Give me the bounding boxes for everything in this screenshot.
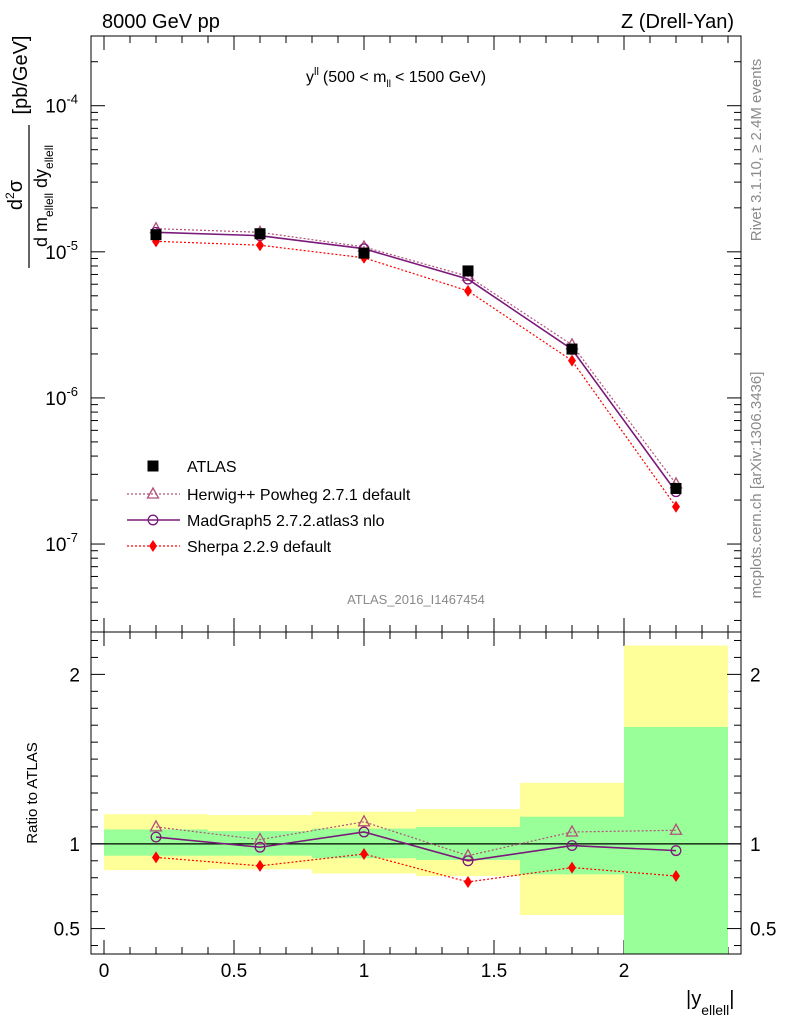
ratio-point-madgraph: [150, 831, 162, 843]
ratio-point-sherpa: [360, 848, 368, 861]
ratio-point-madgraph: [254, 841, 266, 853]
analysis-id: ATLAS_2016_I1467454: [347, 592, 485, 607]
main-ytick-base: 10: [45, 97, 66, 118]
legend-label-madgraph: MadGraph5 2.7.2.atlas3 nlo: [187, 513, 385, 530]
main-ytick-base: 10: [45, 243, 66, 264]
mcplots-label: mcplots.cern.ch [arXiv:1306.3436]: [748, 372, 765, 599]
ratio-point-herwig: [253, 832, 267, 845]
ylabel-num-sup: 2: [3, 192, 17, 199]
ratio-ytick-label-right: 1: [750, 835, 761, 856]
ylabel-den2-sub: ellell: [42, 145, 56, 169]
ratio-ytick-label: 0.5: [54, 920, 80, 941]
main-point-sherpa: [672, 500, 680, 513]
main-point-sherpa: [464, 284, 472, 297]
main-point-data: [150, 229, 162, 241]
ratio-ytick-label-right: 0.5: [750, 920, 776, 941]
ratio-line-herwig: [155, 821, 677, 857]
main-ytick-exp: -5: [66, 238, 78, 253]
ratio-ytick-label-right: 2: [750, 665, 761, 686]
ratio-xtick-label: 1.5: [481, 961, 507, 982]
ratio-ytick-label: 1: [69, 835, 80, 856]
main-ytick-label: 10-6: [45, 384, 78, 410]
main-ytick-label: 10-4: [45, 92, 78, 118]
ratio-xtick-label: 2: [619, 961, 630, 982]
ratio-panel: 0 0.5 1 1.5 2 0.5 0.5 1 1 2 2: [54, 632, 776, 982]
main-ytick-label: 10-7: [45, 530, 78, 556]
ratio-point-herwig: [357, 814, 371, 827]
main-ytick-base: 10: [45, 389, 66, 410]
subtitle-sup: ll: [314, 66, 319, 78]
ylabel-den2: dy: [31, 169, 51, 193]
header-right: Z (Drell-Yan): [621, 11, 734, 33]
ratio-point-madgraph: [462, 855, 474, 867]
ratio-ylabel: Ratio to ATLAS: [24, 742, 41, 843]
ylabel-denominator: d mellell dyellell: [31, 145, 56, 247]
ratio-point-madgraph: [670, 845, 682, 857]
main-ytick-exp: -7: [66, 530, 78, 545]
ratio-ytick-label: 2: [69, 665, 80, 686]
legend-label-herwig: Herwig++ Powheg 2.7.1 default: [187, 487, 411, 504]
ratio-band-green: [104, 829, 208, 856]
ratio-point-herwig: [461, 848, 475, 861]
ylabel-unit: [pb/GeV]: [10, 36, 32, 115]
ratio-point-madgraph: [358, 826, 370, 838]
legend-marker-data: [147, 460, 159, 472]
ratio-line-madgraph: [155, 831, 677, 862]
main-point-sherpa: [568, 354, 576, 367]
subtitle-main: y: [306, 69, 314, 86]
ratio-point-herwig: [669, 822, 683, 835]
ratio-point-herwig: [565, 824, 579, 837]
plot-subtitle: yll (500 < mll < 1500 GeV): [306, 66, 486, 90]
ratio-point-sherpa: [152, 851, 160, 864]
ratio-xtick-label: 1: [359, 961, 370, 982]
ratio-xtick-label: 0: [99, 961, 110, 982]
legend-label-sherpa: Sherpa 2.2.9 default: [187, 539, 332, 556]
main-ytick-base: 10: [45, 535, 66, 556]
main-panel: 10-710-610-510-4: [45, 36, 741, 632]
legend: ATLAS Herwig++ Powheg 2.7.1 default MadGra…: [127, 459, 411, 556]
legend-marker-sherpa: [149, 540, 157, 552]
main-ylabel: d2σ d mellell dyellell [pb/GeV]: [3, 36, 56, 268]
ratio-point-sherpa: [464, 875, 472, 888]
xlabel: |yellell|: [686, 988, 734, 1018]
ratio-xtick-label: 0.5: [221, 961, 247, 982]
main-point-data: [358, 247, 370, 259]
ratio-point-sherpa: [672, 870, 680, 883]
subtitle-rest1: (500 < m: [323, 69, 387, 86]
ylabel-num-sym: σ: [5, 179, 27, 192]
main-ytick-label: 10-5: [45, 238, 78, 264]
main-line-madgraph: [155, 231, 677, 493]
rivet-label: Rivet 3.1.10, ≥ 2.4M events: [748, 59, 765, 242]
main-point-data: [670, 482, 682, 494]
main-line-sherpa: [155, 240, 677, 508]
ratio-point-sherpa: [256, 859, 264, 872]
ratio-point-sherpa: [568, 861, 576, 874]
subtitle-sub: ll: [386, 79, 390, 90]
ylabel-den1: d m: [31, 217, 51, 247]
main-point-data: [254, 228, 266, 240]
ylabel-num-d: d: [5, 199, 27, 210]
legend-marker-madgraph: [147, 514, 159, 526]
main-ytick-exp: -6: [66, 384, 78, 399]
ylabel-numerator: d2σ: [3, 179, 27, 210]
ratio-point-madgraph: [566, 840, 578, 851]
main-point-data: [462, 265, 474, 277]
ratio-frame: [90, 631, 742, 955]
header-left: 8000 GeV pp: [102, 11, 220, 33]
main-point-sherpa: [256, 239, 264, 252]
subtitle-rest2: < 1500 GeV): [395, 69, 486, 86]
main-point-data: [566, 343, 578, 355]
ratio-point-herwig: [149, 819, 163, 832]
ratio-band-green: [624, 726, 728, 954]
ylabel-den1-sub: ellell: [42, 193, 56, 217]
legend-label-data: ATLAS: [187, 459, 237, 476]
legend-marker-herwig: [146, 486, 160, 499]
xlabel-sub: ellell: [701, 1002, 729, 1018]
xlabel-close: |: [729, 988, 734, 1010]
xlabel-main: |y: [686, 988, 701, 1010]
main-line-herwig: [155, 228, 677, 485]
main-ytick-exp: -4: [66, 92, 78, 107]
